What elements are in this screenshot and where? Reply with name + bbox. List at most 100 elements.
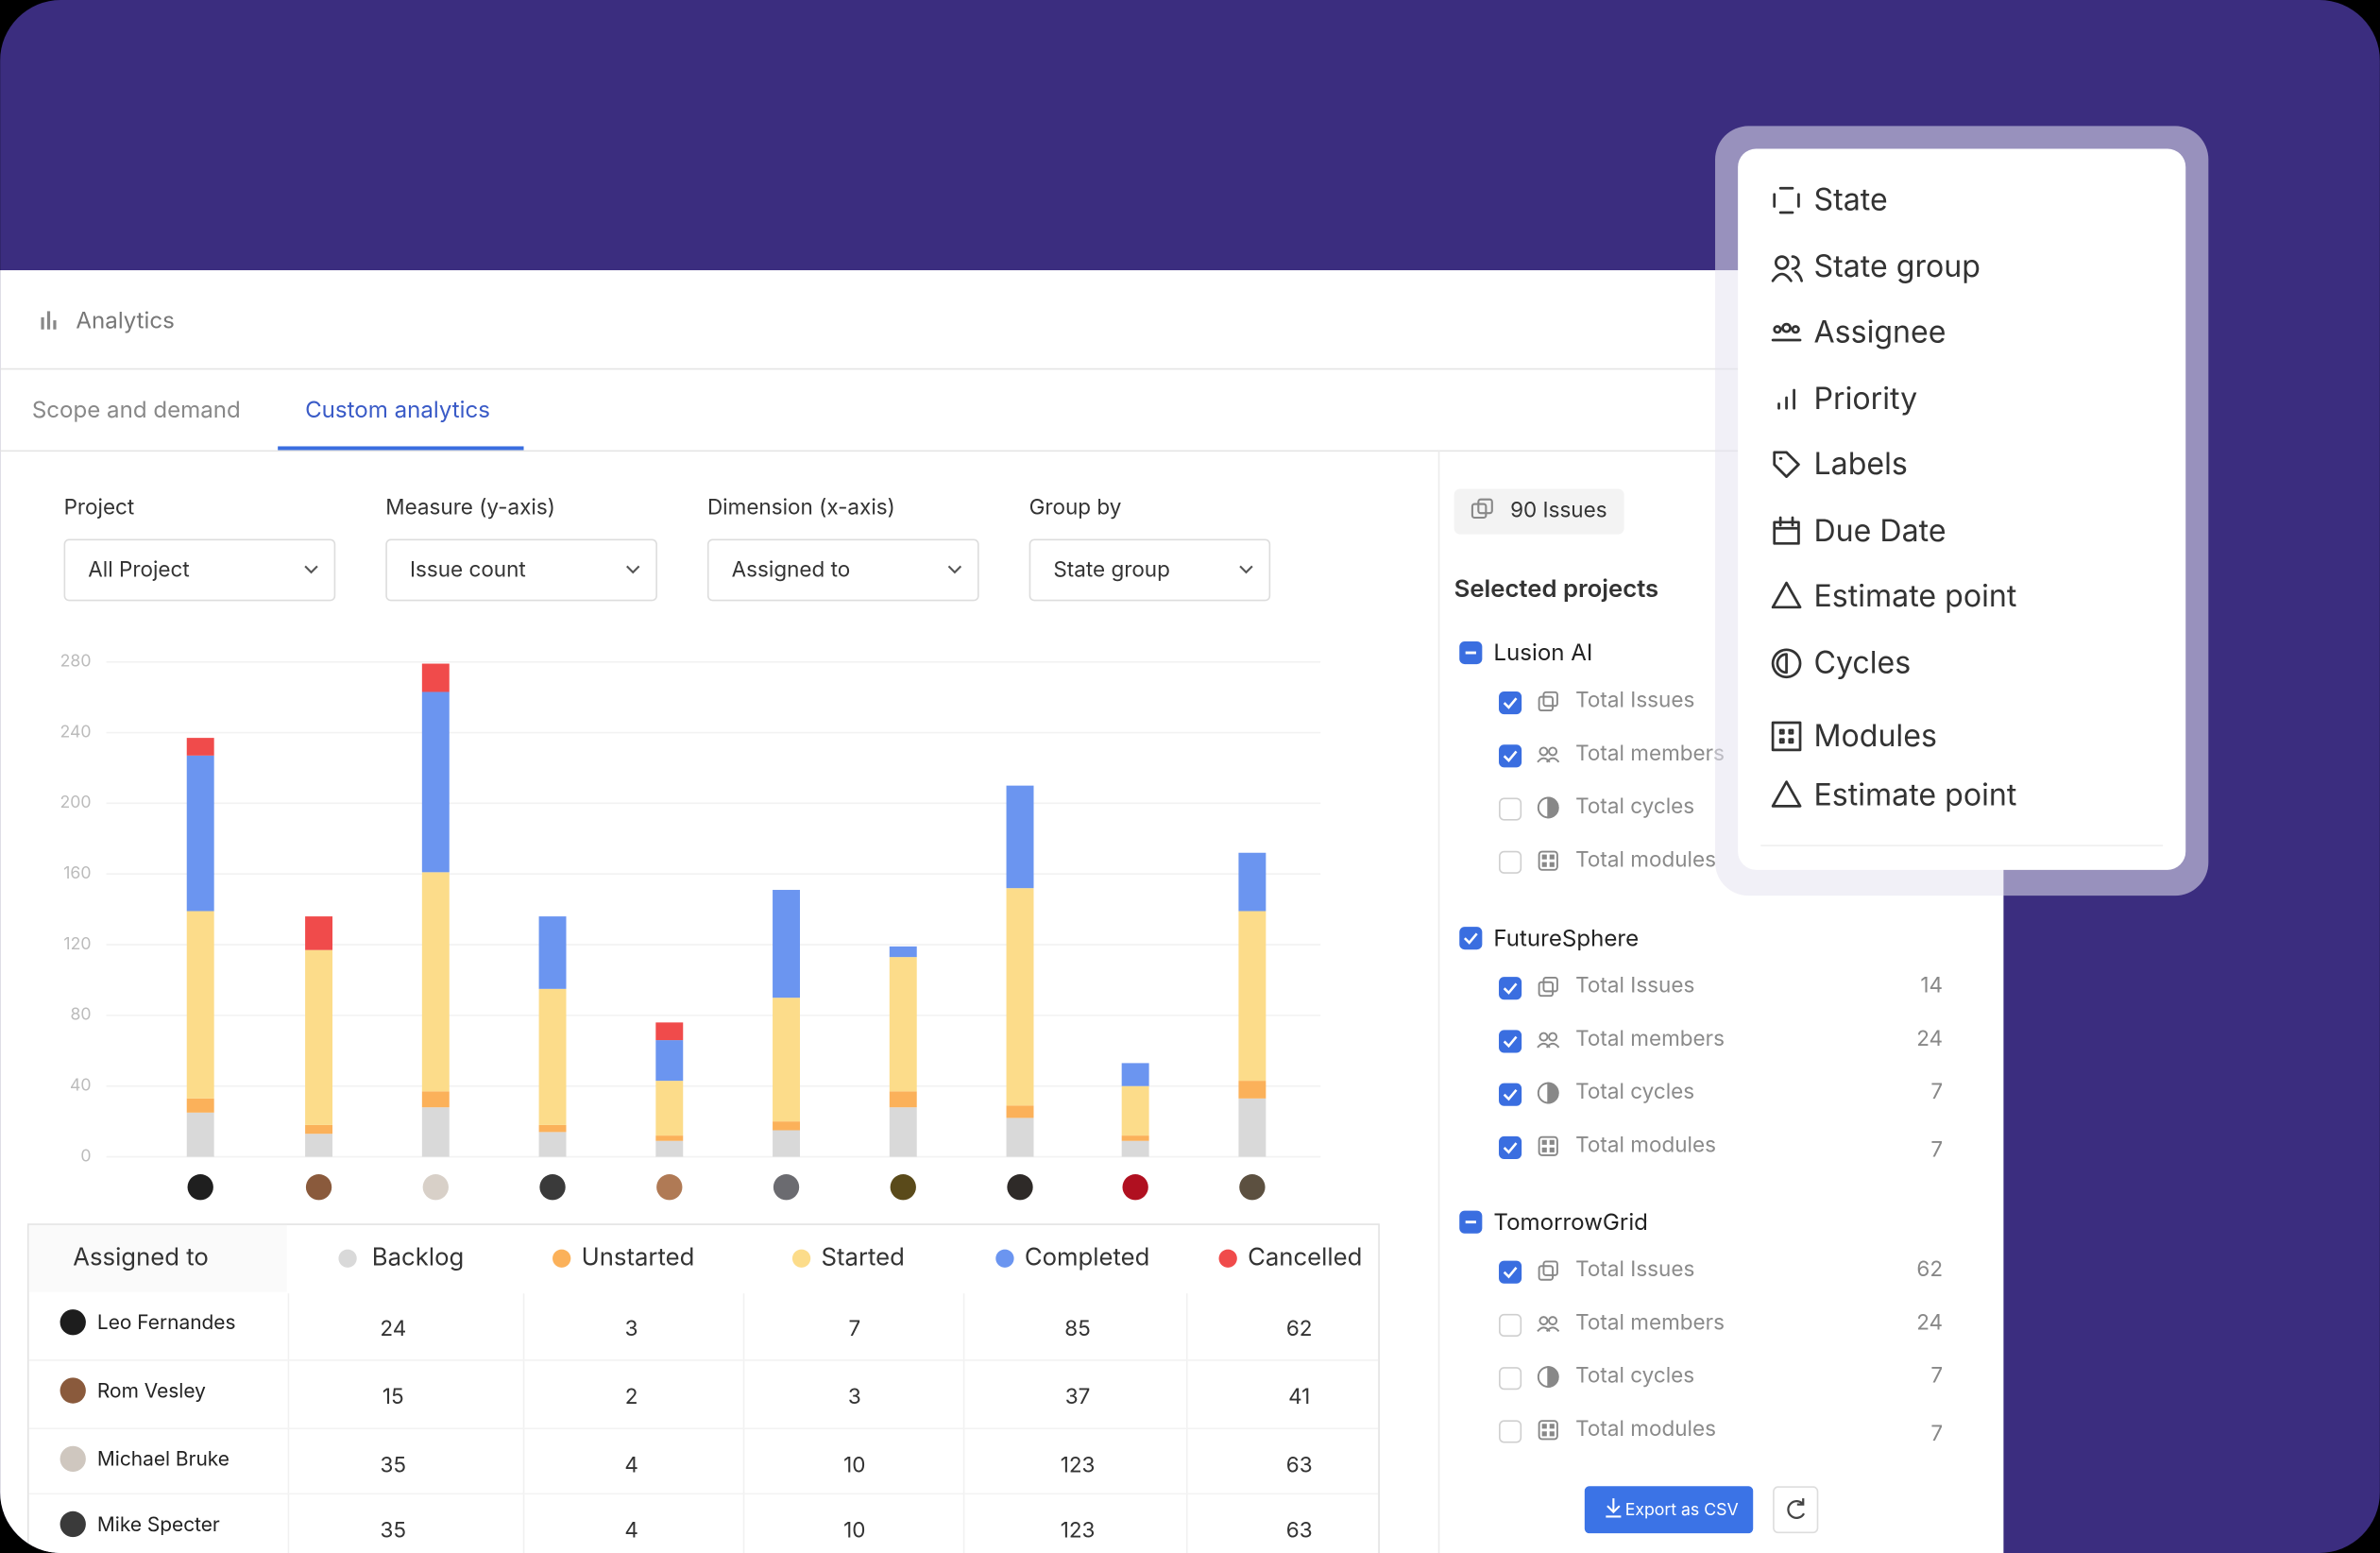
dropdown-item[interactable]: Modules: [1771, 717, 1937, 754]
table: Assigned to Backlog Unstarted Started Comple…: [27, 1223, 1380, 1553]
checkbox[interactable]: [1499, 1420, 1522, 1443]
checkbox[interactable]: [1499, 1135, 1522, 1159]
dropdown-label[interactable]: Estimate point: [1813, 776, 2016, 812]
item-icon: [1771, 255, 1804, 282]
filter-value[interactable]: State group: [1053, 556, 1170, 582]
bar-segment: [305, 1124, 333, 1135]
dropdown-label[interactable]: Assignee: [1813, 313, 1946, 350]
cell: 123: [1061, 1518, 1096, 1544]
bar-segment: [305, 949, 333, 1125]
bar-segment: [538, 988, 567, 1125]
avatar: [1007, 1174, 1033, 1201]
dropdown-item[interactable]: Due Date: [1773, 512, 1946, 549]
icon-part: [1537, 1326, 1560, 1333]
dropdown-label[interactable]: State group: [1813, 247, 1980, 284]
checkbox[interactable]: [1459, 927, 1483, 950]
checkbox[interactable]: [1499, 1030, 1522, 1053]
checkbox[interactable]: [1499, 1260, 1522, 1284]
cell: 2: [625, 1384, 638, 1409]
dropdown-item[interactable]: State group: [1771, 247, 1980, 284]
filters: Project All Project Measure (y-axis) Issue …: [63, 494, 1271, 602]
item-icon: [1538, 850, 1558, 871]
bar-segment: [1121, 1135, 1149, 1141]
item-icon: [1771, 721, 1802, 752]
icon-part: [1541, 1424, 1547, 1429]
header-title: Analytics: [76, 306, 174, 333]
filter-value[interactable]: All Project: [88, 556, 189, 582]
dropdown-item[interactable]: Labels: [1773, 445, 1908, 482]
dropdown-label[interactable]: Labels: [1813, 445, 1907, 482]
filter-label: Dimension (x-axis): [707, 494, 895, 520]
checkbox[interactable]: [1499, 1083, 1522, 1106]
item-label: Total Issues: [1575, 973, 1694, 998]
dropdown-item[interactable]: Cycles: [1771, 644, 1911, 681]
avatar: [773, 1174, 800, 1201]
checkbox[interactable]: [1499, 691, 1522, 715]
filter-select[interactable]: [706, 538, 979, 602]
item-icon: [1771, 780, 1802, 808]
row-name: Mike Specter: [97, 1513, 220, 1537]
dropdown-item[interactable]: State: [1773, 181, 1888, 218]
tab[interactable]: Custom analytics: [305, 396, 490, 423]
filter-select[interactable]: [385, 538, 657, 602]
icon-part: [1537, 1042, 1560, 1049]
dropdown-label[interactable]: Due Date: [1813, 512, 1946, 549]
filter-select[interactable]: [63, 538, 336, 602]
cell: 123: [1061, 1453, 1096, 1478]
dropdown-label[interactable]: Modules: [1813, 717, 1936, 754]
y-tick-label: 80: [70, 1005, 91, 1025]
dropdown-item[interactable]: Estimate point: [1771, 577, 2016, 614]
avatar: [890, 1174, 916, 1201]
icon-part: [1547, 1082, 1559, 1104]
checkbox[interactable]: [1499, 977, 1522, 1000]
icon-part: [1549, 854, 1555, 860]
dropdown-label[interactable]: Cycles: [1813, 644, 1911, 681]
item-icon: [1537, 746, 1560, 763]
export-label[interactable]: Export as CSV: [1625, 1500, 1739, 1520]
item-count: 7: [1930, 1079, 1943, 1104]
checkbox[interactable]: [1499, 1367, 1522, 1391]
item-icon: [1771, 648, 1802, 679]
bar-segment: [538, 1132, 567, 1157]
item-label: Total Issues: [1575, 688, 1694, 713]
column-header: Completed: [1025, 1242, 1150, 1271]
checkbox[interactable]: [1499, 850, 1522, 874]
filter-select[interactable]: [1028, 538, 1271, 602]
filter-value[interactable]: Issue count: [410, 556, 526, 582]
export-button[interactable]: [1584, 1486, 1754, 1534]
dropdown-label[interactable]: Priority: [1813, 380, 1917, 417]
bar-segment: [186, 755, 214, 912]
cell: 35: [381, 1453, 407, 1478]
column-header: Assigned to: [73, 1242, 209, 1271]
filter-label: Measure (y-axis): [385, 494, 555, 520]
item-label: Total cycles: [1575, 1079, 1694, 1104]
bar-segment: [421, 1107, 450, 1157]
filter-value[interactable]: Assigned to: [732, 556, 851, 582]
bar-segment: [1006, 785, 1034, 889]
avatar: [60, 1309, 86, 1336]
item-label: Total modules: [1575, 1132, 1716, 1157]
dropdown-label[interactable]: State: [1813, 181, 1887, 218]
dropdown-item[interactable]: Priority: [1777, 380, 1918, 417]
icon-part: [1541, 1147, 1547, 1152]
dropdown-item[interactable]: Estimate point: [1771, 776, 2016, 812]
icon-part: [1541, 862, 1547, 867]
item-label: Total Issues: [1575, 1256, 1694, 1282]
bar-segment: [305, 916, 333, 950]
checkbox[interactable]: [1499, 1313, 1522, 1337]
bar-segment: [1121, 1085, 1149, 1136]
export-icon: [1606, 1498, 1622, 1518]
checkbox[interactable]: [1499, 744, 1522, 768]
dropdown-label[interactable]: Estimate point: [1813, 577, 2016, 614]
icon-part: [1549, 1147, 1555, 1152]
bar-segment: [773, 1130, 800, 1157]
tab-underline: [278, 446, 524, 451]
bar-segment: [655, 1022, 684, 1041]
y-tick-label: 200: [60, 793, 91, 812]
tab[interactable]: Scope and demand: [32, 396, 241, 423]
checkbox-mark: [1503, 750, 1518, 763]
cell: 63: [1286, 1518, 1313, 1544]
refresh-button[interactable]: [1773, 1486, 1819, 1534]
dropdown-item[interactable]: Assignee: [1771, 313, 1946, 350]
checkbox[interactable]: [1499, 797, 1522, 821]
